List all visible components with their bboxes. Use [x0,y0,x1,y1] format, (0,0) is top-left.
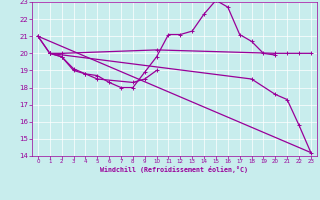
X-axis label: Windchill (Refroidissement éolien,°C): Windchill (Refroidissement éolien,°C) [100,166,248,173]
